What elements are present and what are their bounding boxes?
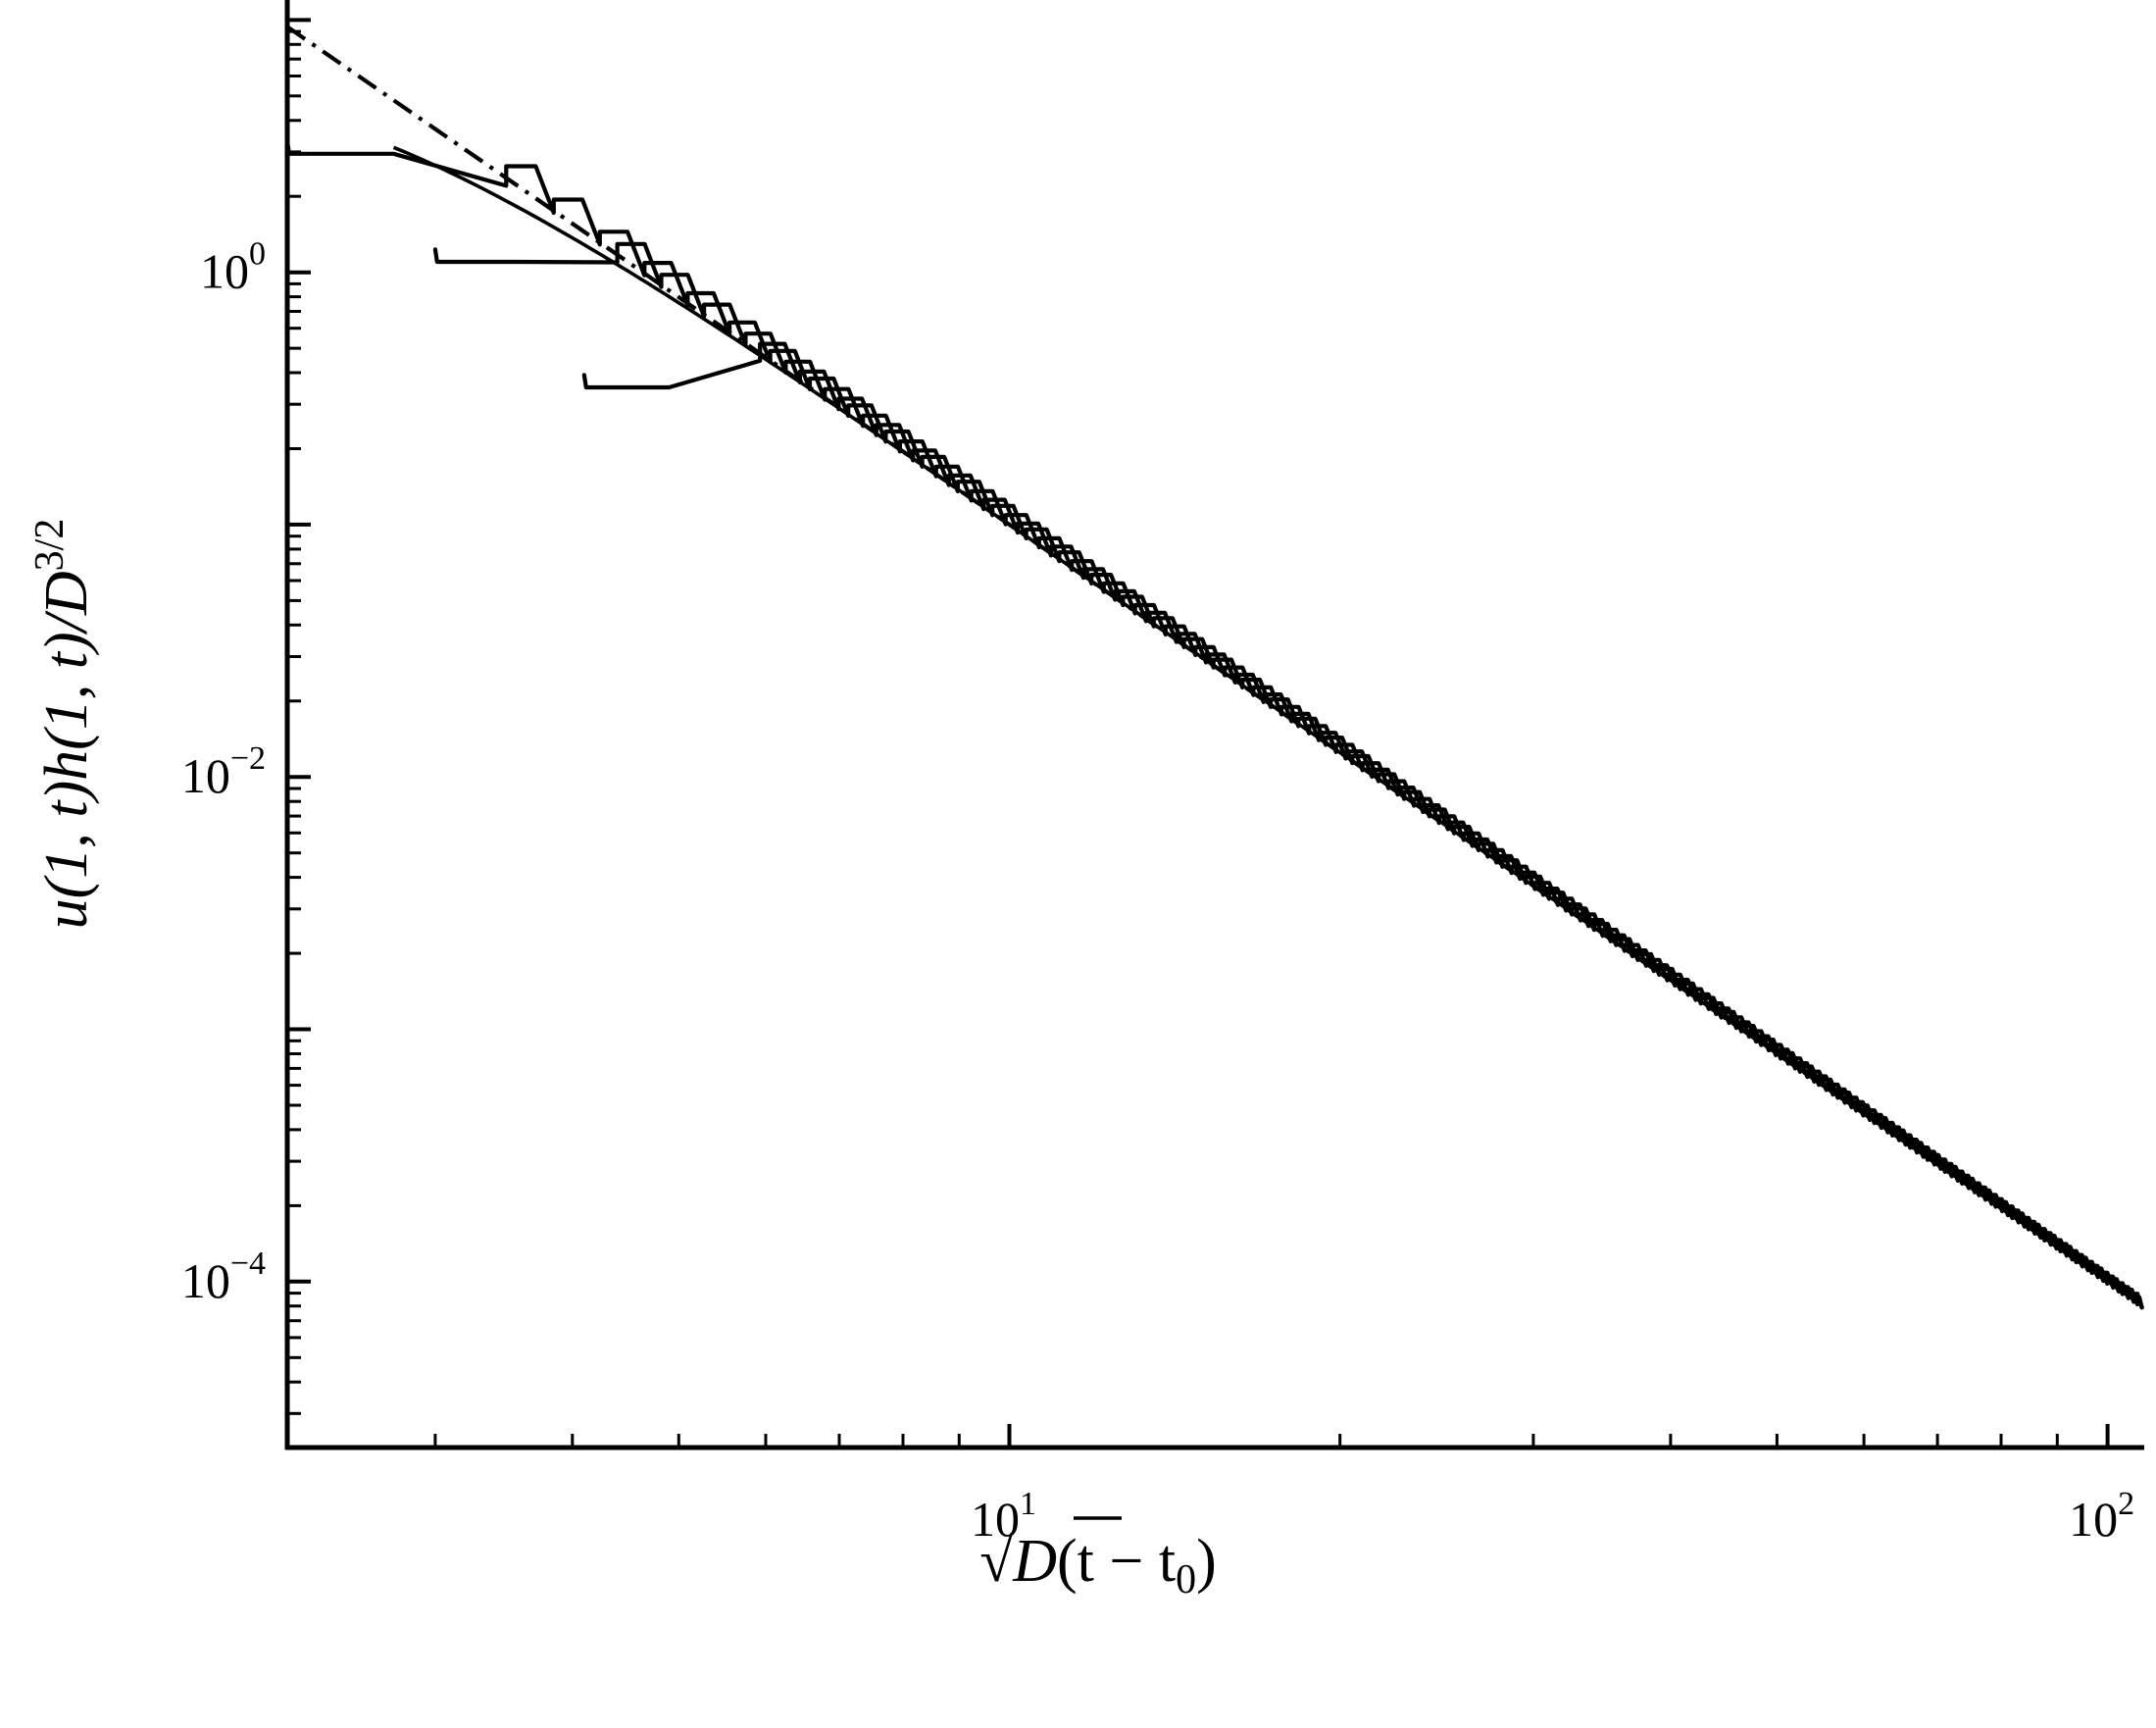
x-axis-label-sub: 0 xyxy=(1176,1557,1196,1602)
y-axis-label: u(1, t)h(1, t)/D3/2 xyxy=(27,519,100,930)
y-tick-label: 100 xyxy=(200,236,266,299)
curves-layer xyxy=(284,25,2144,1310)
x-axis-label-sqrt-body: D xyxy=(1012,1528,1057,1595)
y-tick-label: 10−2 xyxy=(181,740,266,803)
y-tick-label-base: 10 xyxy=(200,244,249,299)
x-tick-label: 101 xyxy=(971,1486,1036,1547)
x-axis-label: √D(t − t0) xyxy=(979,1528,1217,1602)
stepped-series-2 xyxy=(432,241,2144,1310)
y-minor-ticks xyxy=(287,18,311,1415)
x-minor-ticks xyxy=(433,1424,2110,1448)
x-axis-label-close: ) xyxy=(1196,1528,1217,1595)
x-tick-label: 102 xyxy=(2069,1486,2134,1547)
stepped-series-1 xyxy=(284,139,2144,1310)
y-tick-label-base: 10 xyxy=(181,1253,230,1308)
x-tick-label-base: 10 xyxy=(971,1492,1020,1547)
stepped-series-3 xyxy=(581,341,2144,1310)
x-axis-label-rest: (t − t xyxy=(1057,1528,1176,1595)
x-axis-label-radical: √ xyxy=(979,1528,1013,1595)
smooth-series xyxy=(392,145,2132,1300)
x-tick-labels: 101 102 xyxy=(971,1486,2134,1547)
x-tick-label-exp: 1 xyxy=(1020,1486,1036,1522)
y-axis-label-main: u(1, t)h(1, t)/D xyxy=(33,571,100,929)
y-tick-label: 10−4 xyxy=(181,1245,266,1308)
y-tick-label-exp: −2 xyxy=(230,740,266,777)
y-tick-label-exp: 0 xyxy=(249,236,266,273)
x-tick-label-exp: 2 xyxy=(2118,1486,2134,1522)
reference-curve xyxy=(285,25,2109,1284)
y-tick-label-base: 10 xyxy=(181,748,230,803)
x-tick-label-base: 10 xyxy=(2069,1492,2118,1547)
y-tick-label-exp: −4 xyxy=(230,1245,266,1282)
y-axis-label-sup: 3/2 xyxy=(27,519,73,572)
